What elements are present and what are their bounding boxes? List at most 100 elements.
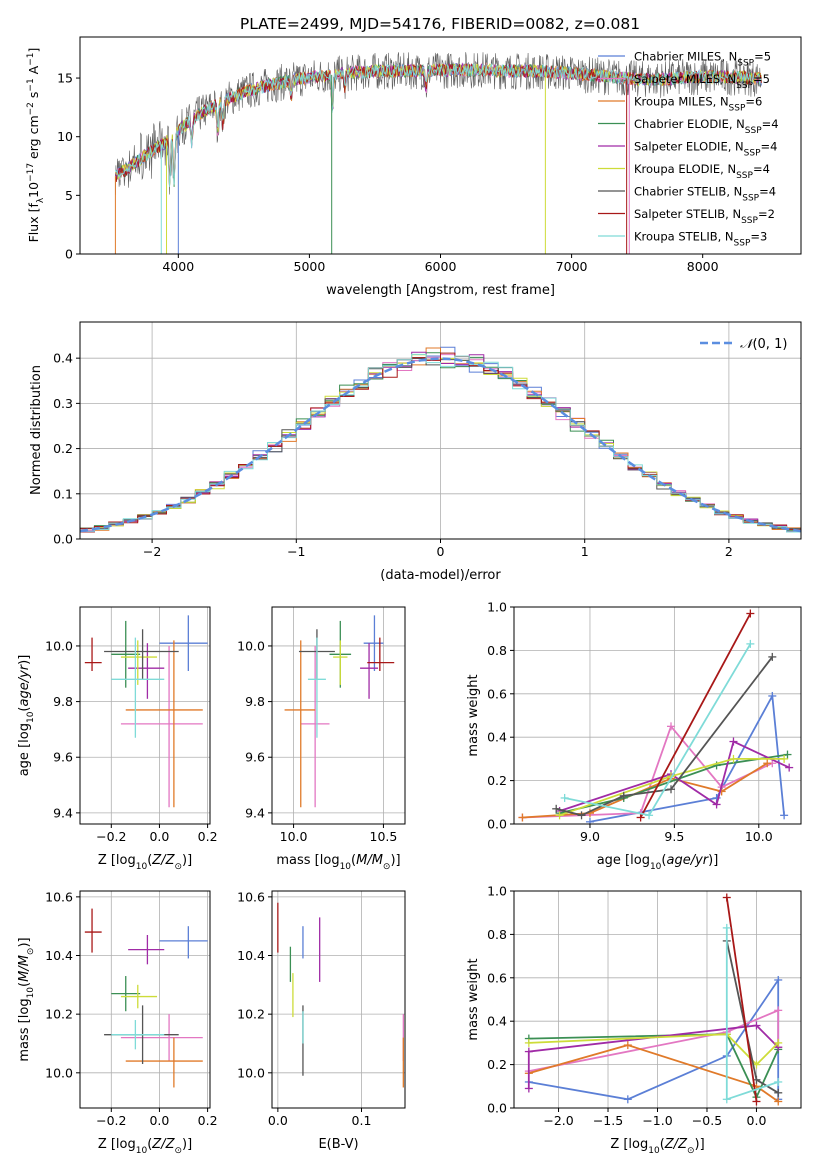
legend-label-8-part: =3 <box>750 230 767 244</box>
y-axis-label-part: )] <box>17 937 32 947</box>
legend-label-5-part: =4 <box>753 162 770 176</box>
y-axis-label-part: −2 <box>26 102 36 115</box>
y-tick-label: 9.4 <box>53 805 73 820</box>
x-axis-label-part: )] <box>695 1137 705 1152</box>
x-axis-label-part: 10 <box>136 1146 148 1156</box>
y-tick-label: 0.2 <box>487 1057 507 1072</box>
x-tick-label: −2 <box>143 544 161 559</box>
y-axis-label-part: λ <box>36 197 46 203</box>
legend-label-2: Kroupa MILES, NSSP=6 <box>634 95 762 114</box>
plot-area <box>524 893 783 1106</box>
x-tick-label: 10.5 <box>370 829 398 844</box>
y-axis-label: mass weight <box>466 674 481 756</box>
y-tick-label: 5 <box>65 188 73 203</box>
y-tick-label: 0 <box>65 247 73 262</box>
y-tick-label: 10.2 <box>237 1007 265 1022</box>
legend-label-2-part: SSP <box>729 104 746 114</box>
y-tick-label: 0.6 <box>487 970 507 985</box>
legend-label-2-part: =6 <box>745 95 762 109</box>
weight-line-7 <box>639 613 752 818</box>
y-axis-label-part: −1 <box>26 53 36 66</box>
figure-title: PLATE=2499, MJD=54176, FIBERID=0082, z=0… <box>240 15 640 33</box>
legend-label-8-part: Kroupa STELIB, N <box>634 230 734 244</box>
x-tick-label: −1.0 <box>642 1113 672 1128</box>
y-tick-label: 10.4 <box>45 948 73 963</box>
x-axis-label-part: mass [log <box>276 853 339 868</box>
y-tick-label: 15 <box>57 71 73 86</box>
axes-frame <box>271 890 406 1109</box>
legend-label-5: Kroupa ELODIE, NSSP=4 <box>634 162 770 181</box>
x-tick-label: 0.0 <box>268 1113 288 1128</box>
legend-label-normal-part: (0, 1) <box>752 337 787 352</box>
y-tick-label: 9.8 <box>245 694 265 709</box>
x-axis-label-part: 10 <box>340 862 352 872</box>
x-axis-label-part: 10 <box>648 1146 660 1156</box>
y-axis-label-part: 10 <box>26 182 41 198</box>
y-axis-label-part: ( <box>17 982 32 987</box>
y-axis-label-part: Flux [f <box>26 203 41 243</box>
mass-vs-metallicity-panel: −0.2 0.0 0.210.010.210.410.6Z [log10(Z/Z⊙)… <box>17 889 218 1156</box>
y-tick-label: 0.4 <box>487 730 507 745</box>
x-tick-label: 6000 <box>425 259 457 274</box>
y-axis-label: mass weight <box>466 958 481 1040</box>
y-tick-label: 0.8 <box>487 927 507 942</box>
x-axis-label-part: Z/Z <box>151 1137 175 1152</box>
spectrum-line-8 <box>114 62 762 188</box>
y-axis-label-part: age/yr <box>17 663 32 706</box>
weight-line-5 <box>528 1033 779 1066</box>
spectrum-line-6 <box>115 52 762 195</box>
x-axis-label: wavelength [Angstrom, rest frame] <box>326 283 555 298</box>
legend-label-3-part: Chabrier ELODIE, N <box>634 117 745 131</box>
legend-label-7: Salpeter STELIB, NSSP=2 <box>634 207 775 226</box>
axes-frame <box>79 890 211 1109</box>
x-axis-label-part: M/M <box>356 853 383 868</box>
x-tick-label: −0.2 <box>96 1113 126 1128</box>
y-tick-label: 9.4 <box>245 805 265 820</box>
legend-label-7-part: SSP <box>741 216 758 226</box>
legend-label-6: Chabrier STELIB, NSSP=4 <box>634 185 776 204</box>
legend-label-5-part: SSP <box>736 171 753 181</box>
legend-label-7-part: =2 <box>758 207 775 221</box>
x-tick-label: 0.0 <box>149 829 169 844</box>
x-axis-label: Z [log10(Z/Z⊙)] <box>610 1137 704 1156</box>
y-axis-label: mass [log10(M/M⊙)] <box>17 937 36 1061</box>
legend-label-6-part: =4 <box>759 185 776 199</box>
x-tick-label: 10.0 <box>745 829 773 844</box>
x-axis-label-part: ⊙ <box>174 1146 182 1156</box>
x-axis-label-part: ( <box>660 1137 665 1152</box>
y-axis-label-part: −17 <box>26 163 36 182</box>
axes-frame <box>513 606 802 825</box>
y-tick-label: 0.0 <box>487 1101 507 1116</box>
x-axis-label-part: )] <box>182 1137 192 1152</box>
y-axis-label-part: )] <box>17 655 32 665</box>
weight-line-3 <box>528 1033 780 1100</box>
x-tick-label: −2.0 <box>543 1113 573 1128</box>
legend-label-4-part: =4 <box>761 140 778 154</box>
x-axis-label-part: ( <box>147 853 152 868</box>
x-axis-label-part: )] <box>390 853 400 868</box>
legend-label-0: Chabrier MILES, NSSP=5 <box>634 50 771 69</box>
y-axis-label: Normed distribution <box>29 365 44 495</box>
legend-label-2-part: Kroupa MILES, N <box>634 95 729 109</box>
x-axis-label-part: ( <box>351 853 356 868</box>
y-tick-label: 0.0 <box>53 532 73 547</box>
y-tick-label: 0.4 <box>53 351 73 366</box>
x-tick-label: 2 <box>725 544 733 559</box>
x-tick-label: −0.2 <box>96 829 126 844</box>
legend-label-8-part: SSP <box>734 239 751 249</box>
y-tick-label: 10.4 <box>237 948 265 963</box>
x-tick-label: −1 <box>287 544 305 559</box>
x-tick-label: 5000 <box>294 259 326 274</box>
legend-label-0-part: =5 <box>754 50 771 64</box>
x-axis-label: age [log10(age/yr)] <box>597 853 719 872</box>
x-tick-label: 10.0 <box>280 829 308 844</box>
legend-label-4-part: SSP <box>744 149 761 159</box>
x-axis-label-part: Z [log <box>610 1137 648 1152</box>
y-tick-label: 0.2 <box>487 773 507 788</box>
legend-label-7-part: Salpeter STELIB, N <box>634 207 741 221</box>
plot-area <box>84 908 208 1088</box>
x-axis-label-part: 10 <box>136 862 148 872</box>
legend-label-3-part: SSP <box>745 126 762 136</box>
x-axis-label-part: ⊙ <box>383 862 391 872</box>
